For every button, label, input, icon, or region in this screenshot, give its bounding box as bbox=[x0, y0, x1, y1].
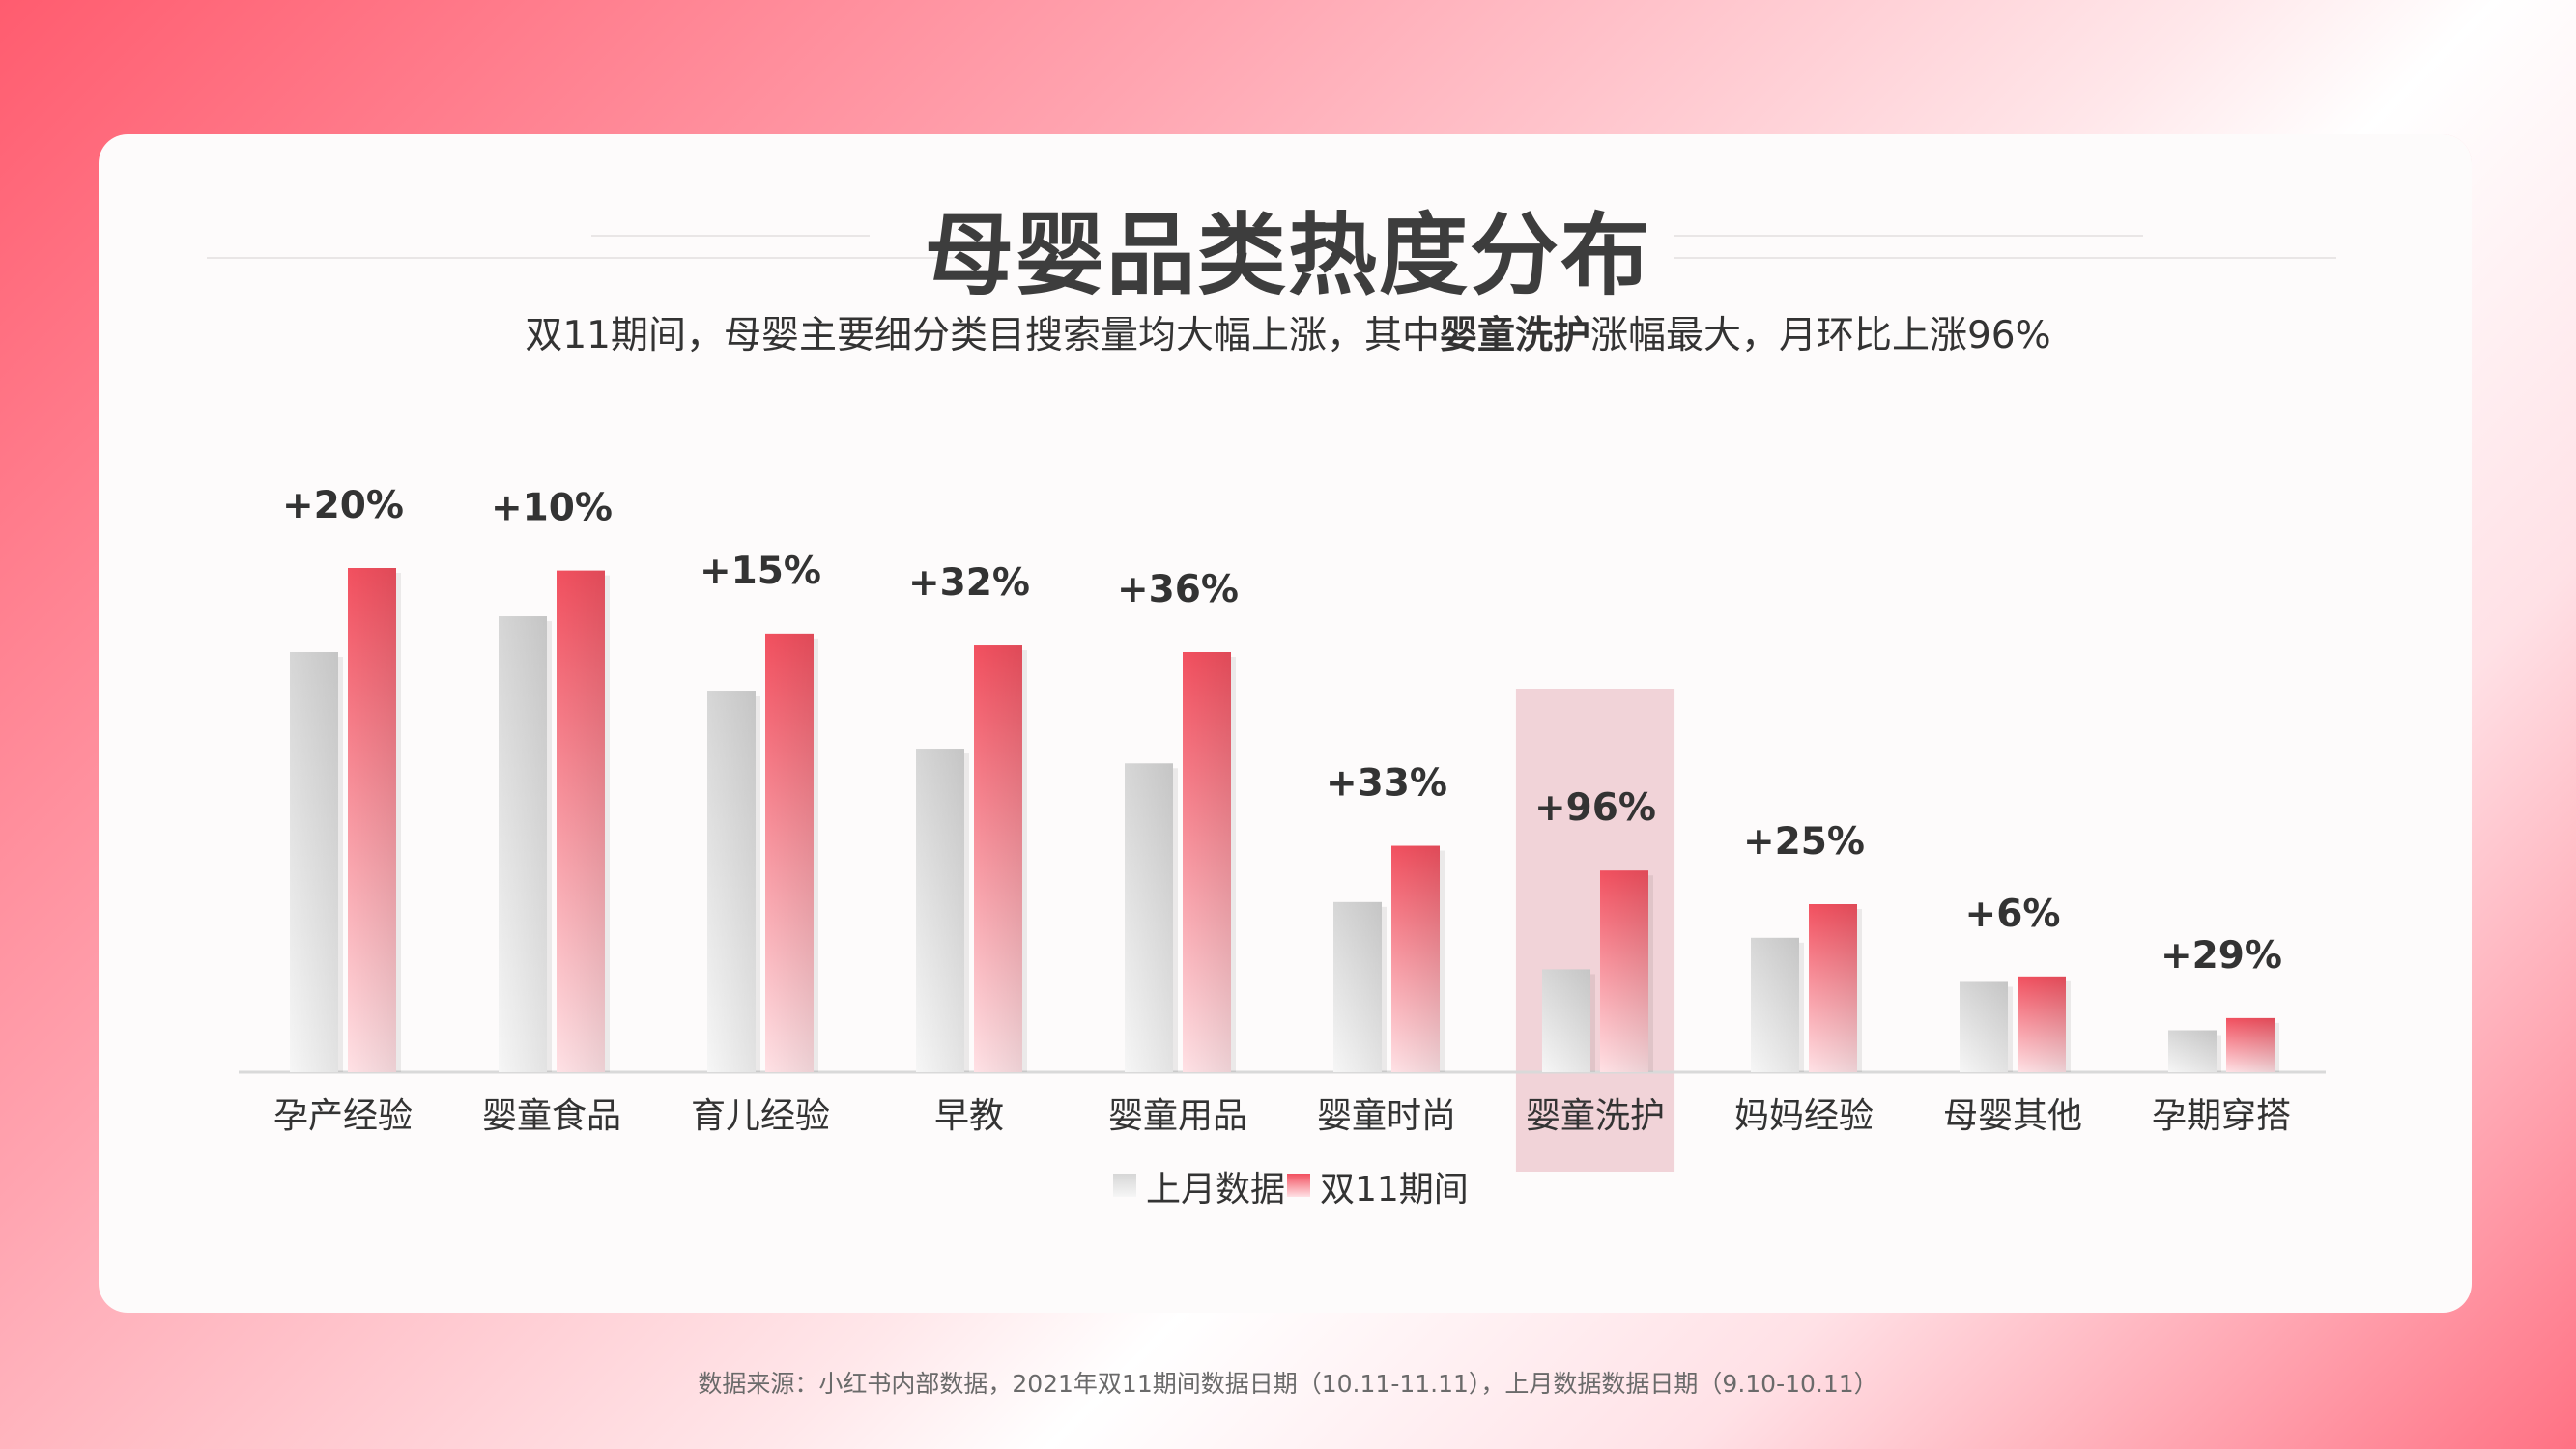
page-subtitle: 双11期间，母婴主要细分类目搜索量均大幅上涨，其中婴童洗护涨幅最大，月环比上涨9… bbox=[0, 305, 2576, 359]
x-tick-label: 婴童用品 bbox=[1108, 1096, 1247, 1136]
x-tick-label: 育儿经验 bbox=[691, 1096, 830, 1136]
x-tick-label: 婴童洗护 bbox=[1526, 1096, 1665, 1136]
growth-label: +25% bbox=[1743, 820, 1865, 864]
title-rule-left-inner bbox=[591, 235, 870, 237]
x-tick-label: 孕产经验 bbox=[273, 1096, 413, 1136]
growth-label: +10% bbox=[491, 487, 613, 530]
subtitle-suffix: 涨幅最大，月环比上涨96% bbox=[1589, 314, 2051, 357]
bar-shade bbox=[290, 652, 338, 1072]
bar-shade bbox=[1183, 652, 1231, 1072]
page-title: 母婴品类热度分布 bbox=[924, 204, 1651, 307]
bar-shade bbox=[2226, 1017, 2275, 1072]
bar-shade bbox=[557, 570, 605, 1072]
title-rule-right-outer bbox=[1674, 257, 2336, 259]
bar-shade bbox=[1542, 969, 1590, 1072]
bar-shade bbox=[2168, 1030, 2217, 1072]
bar-shade bbox=[1125, 763, 1173, 1072]
data-source-footnote: 数据来源：小红书内部数据，2021年双11期间数据日期（10.11-11.11）… bbox=[698, 1370, 1878, 1398]
bar-shade bbox=[2018, 976, 2066, 1072]
legend-swatch-double11 bbox=[1287, 1174, 1310, 1197]
bar-shade bbox=[1391, 845, 1440, 1072]
chart-legend: 上月数据 双11期间 bbox=[1113, 1170, 1469, 1209]
growth-label: +32% bbox=[908, 561, 1030, 605]
bar-shade bbox=[916, 749, 964, 1072]
growth-label: +33% bbox=[1326, 762, 1447, 806]
bar-shade bbox=[1809, 904, 1857, 1072]
x-tick-label: 妈妈经验 bbox=[1734, 1096, 1874, 1136]
bar-shade bbox=[348, 568, 396, 1072]
growth-label: +36% bbox=[1117, 568, 1239, 611]
growth-label: +29% bbox=[2161, 934, 2282, 978]
bar-shade bbox=[499, 616, 547, 1072]
legend-label: 双11期间 bbox=[1320, 1170, 1469, 1209]
growth-label: +96% bbox=[1534, 786, 1656, 830]
legend-swatch-previous-month bbox=[1113, 1174, 1136, 1197]
subtitle-prefix: 双11期间，母婴主要细分类目搜索量均大幅上涨，其中 bbox=[525, 314, 1440, 357]
bar-shade bbox=[1960, 981, 2008, 1072]
x-tick-label: 母婴其他 bbox=[1943, 1096, 2082, 1136]
legend-label: 上月数据 bbox=[1146, 1170, 1285, 1209]
x-tick-label: 婴童时尚 bbox=[1317, 1096, 1456, 1136]
x-tick-label: 孕期穿搭 bbox=[2152, 1096, 2291, 1136]
subtitle-highlight: 婴童洗护 bbox=[1439, 314, 1590, 357]
x-tick-label: 婴童食品 bbox=[482, 1096, 621, 1136]
title-rule-left-outer bbox=[207, 257, 960, 259]
content-card bbox=[99, 134, 2472, 1313]
bar-shade bbox=[707, 691, 756, 1072]
growth-label: +15% bbox=[700, 550, 821, 593]
x-tick-label: 早教 bbox=[934, 1096, 1004, 1136]
bar-shade bbox=[1600, 870, 1648, 1072]
bar-shade bbox=[1751, 937, 1799, 1072]
bar-shade bbox=[765, 633, 814, 1072]
growth-label: +6% bbox=[1965, 893, 2061, 936]
bar-shade bbox=[974, 645, 1022, 1072]
title-rule-right-inner bbox=[1674, 235, 2143, 237]
bar-shade bbox=[1333, 901, 1382, 1072]
growth-label: +20% bbox=[282, 484, 404, 527]
